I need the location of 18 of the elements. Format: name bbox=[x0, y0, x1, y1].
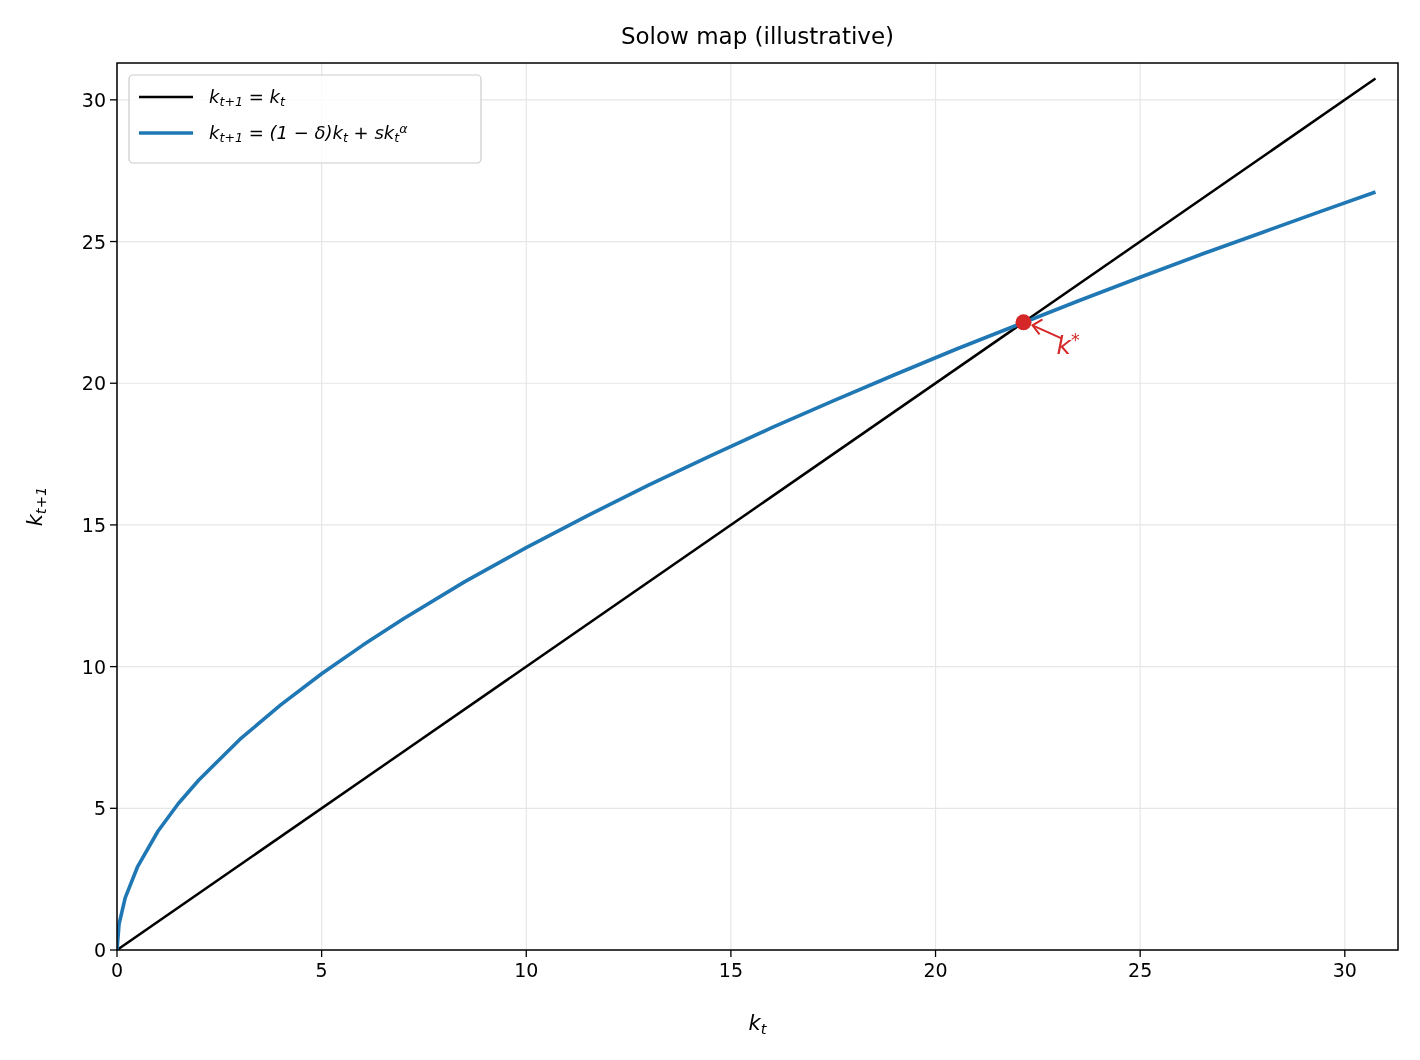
chart-title: Solow map (illustrative) bbox=[620, 23, 895, 49]
x-tick-label: 20 bbox=[923, 959, 948, 981]
x-tick-label: 5 bbox=[315, 959, 328, 981]
y-tick-label: 10 bbox=[81, 655, 106, 678]
legend-label: k$_{t+1}$ = k$_{t}$ bbox=[209, 86, 286, 110]
y-tick-label: 15 bbox=[81, 513, 106, 536]
y-tick-label: 0 bbox=[93, 939, 106, 961]
y-tick-label: 20 bbox=[81, 372, 106, 395]
y-tick-label: 25 bbox=[81, 230, 106, 253]
y-tick-label: 5 bbox=[93, 797, 106, 820]
x-tick-label: 30 bbox=[1332, 959, 1357, 981]
x-tick-label: 25 bbox=[1128, 959, 1153, 981]
y-tick-label: 30 bbox=[81, 88, 106, 111]
annotation: k$^{*}$ bbox=[1056, 330, 1081, 361]
x-tick-label: 0 bbox=[110, 959, 124, 981]
x-tick-label: 15 bbox=[718, 959, 743, 981]
x-axis-title: k$_{t}$ bbox=[748, 1011, 768, 1037]
x-tick-label: 10 bbox=[514, 959, 539, 981]
